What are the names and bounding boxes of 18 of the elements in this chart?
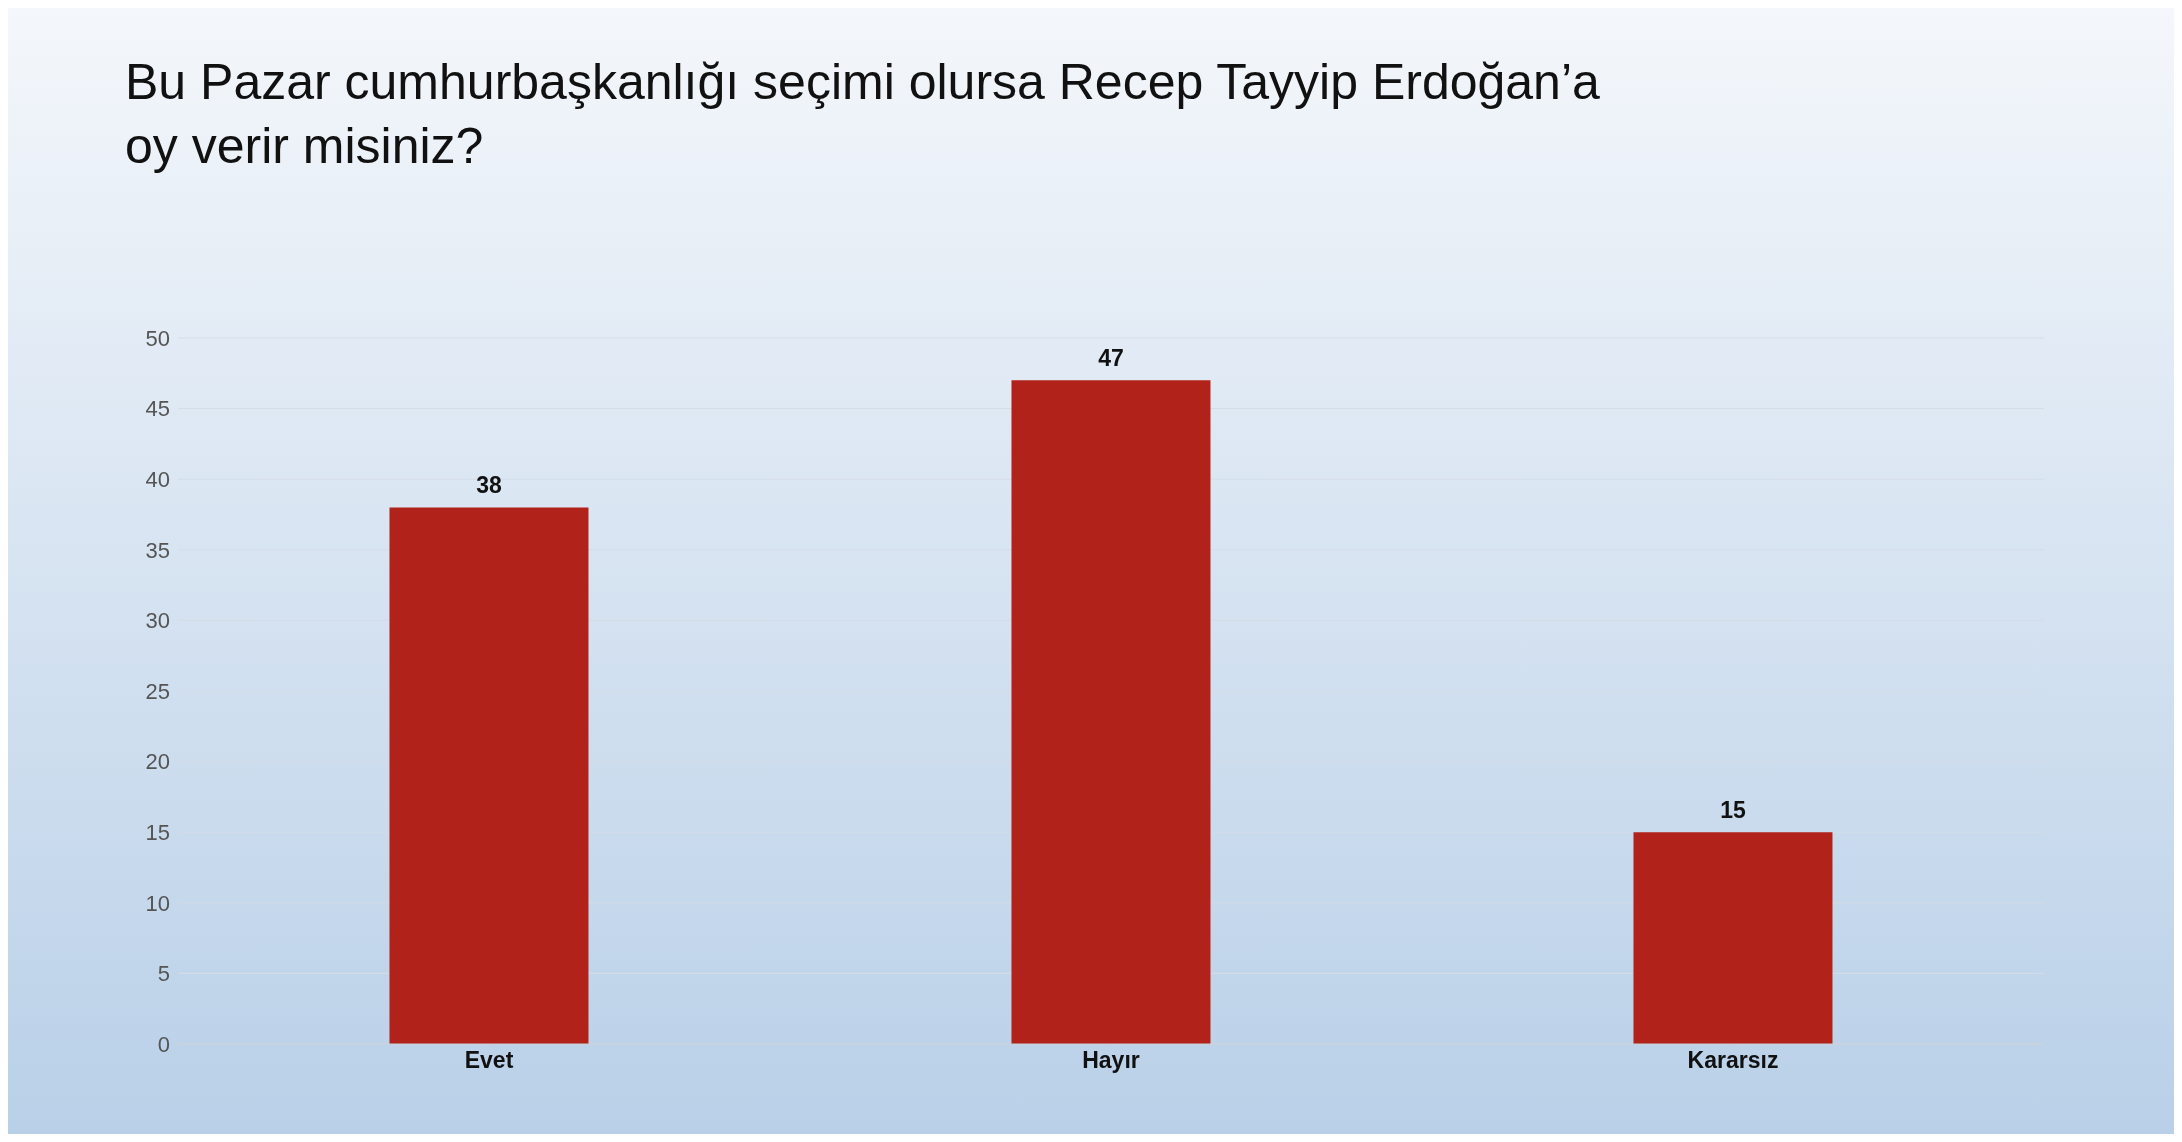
y-tick-label: 15 <box>145 820 170 846</box>
y-tick-label: 35 <box>145 537 170 563</box>
x-tick-label: Evet <box>464 1047 514 1074</box>
y-tick-label: 25 <box>145 678 170 704</box>
y-tick-label: 10 <box>145 890 170 916</box>
data-label: 38 <box>476 472 502 499</box>
data-label: 47 <box>1098 345 1124 372</box>
chart-title: Bu Pazar cumhurbaşkanlığı seçimi olursa Recep Tayyip Erdoğan’a oy verir misiniz? <box>125 53 1600 176</box>
y-tick-label: 50 <box>145 325 170 351</box>
y-tick-label: 0 <box>157 1031 170 1057</box>
y-tick-label: 20 <box>145 749 170 775</box>
x-tick-label: Kararsız <box>1687 1047 1779 1074</box>
y-tick-label: 40 <box>145 467 170 493</box>
y-tick-label: 45 <box>145 396 170 422</box>
data-label: 15 <box>1720 797 1746 824</box>
x-tick-label: Hayır <box>1082 1047 1140 1074</box>
y-tick-label: 5 <box>157 961 170 987</box>
y-tick-label: 30 <box>145 608 170 634</box>
